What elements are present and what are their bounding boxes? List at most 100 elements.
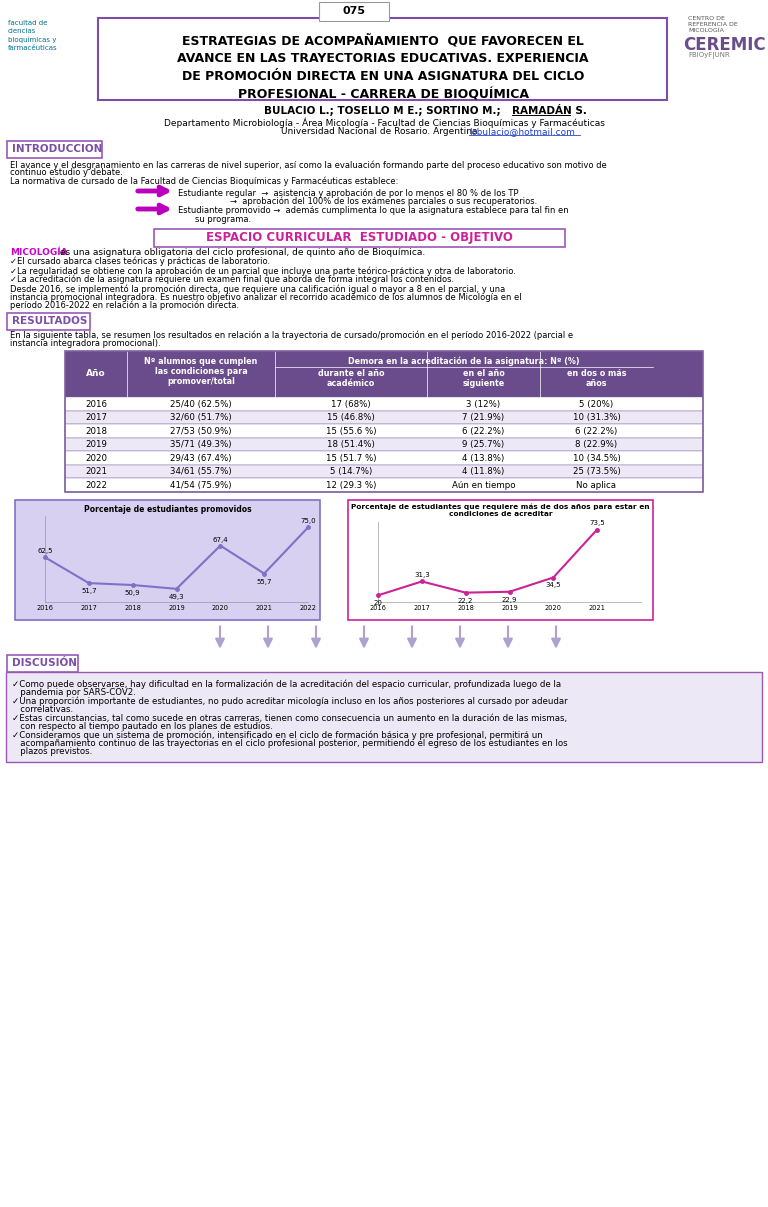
Text: siguiente: siguiente (462, 379, 505, 387)
Text: Año: Año (86, 369, 106, 379)
Text: 73,5: 73,5 (589, 520, 605, 526)
Text: ✓El cursado abarca clases teóricas y prácticas de laboratorio.: ✓El cursado abarca clases teóricas y prá… (10, 257, 270, 267)
Bar (348, 500, 653, 619)
Text: 2021: 2021 (85, 467, 107, 477)
Text: 55,7: 55,7 (257, 578, 272, 584)
Text: Nº alumnos que cumplen: Nº alumnos que cumplen (144, 357, 258, 366)
Text: 2018: 2018 (457, 605, 474, 611)
Text: es una asignatura obligatoria del ciclo profesional, de quinto año de Bioquímica: es una asignatura obligatoria del ciclo … (57, 247, 425, 257)
Text: promover/total: promover/total (167, 377, 235, 386)
Text: 2017: 2017 (413, 605, 430, 611)
Text: 2016: 2016 (37, 605, 54, 611)
Text: 4 (13.8%): 4 (13.8%) (462, 454, 505, 462)
Text: CENTRO DE
REFERENCIA DE
MICOLOGÍA: CENTRO DE REFERENCIA DE MICOLOGÍA (688, 16, 738, 34)
Text: 10 (34.5%): 10 (34.5%) (573, 454, 621, 462)
Text: 22,2: 22,2 (458, 597, 473, 604)
Text: Desde 2016, se implementó la promoción directa, que requiere una calificación ig: Desde 2016, se implementó la promoción d… (10, 284, 505, 293)
FancyBboxPatch shape (6, 655, 78, 672)
Text: 5 (14.7%): 5 (14.7%) (330, 467, 372, 477)
Text: →  aprobación del 100% de los exámenes parciales o sus recuperatorios.: → aprobación del 100% de los exámenes pa… (230, 197, 538, 206)
Text: 2020: 2020 (212, 605, 229, 611)
Text: facultad de
ciencias
bioquímicas y
farmacéuticas: facultad de ciencias bioquímicas y farma… (8, 21, 58, 51)
FancyBboxPatch shape (6, 313, 90, 330)
Text: instancia promocional integradora. Es nuestro objetivo analizar el recorrido aca: instancia promocional integradora. Es nu… (10, 292, 521, 302)
Text: 25/40 (62.5%): 25/40 (62.5%) (170, 400, 232, 409)
Text: años: años (586, 379, 607, 387)
Text: 34/61 (55.7%): 34/61 (55.7%) (170, 467, 232, 477)
Text: Universidad Nacional de Rosario. Argentina.: Universidad Nacional de Rosario. Argenti… (281, 127, 487, 136)
Text: 4 (11.8%): 4 (11.8%) (462, 467, 505, 477)
Text: 12 (29.3 %): 12 (29.3 %) (326, 480, 376, 490)
Text: 62,5: 62,5 (38, 548, 53, 554)
Text: con respecto al tiempo pautado en los planes de estudios.: con respecto al tiempo pautado en los pl… (12, 722, 273, 731)
Text: 2019: 2019 (85, 441, 107, 449)
Text: Porcentaje de estudiantes promovidos: Porcentaje de estudiantes promovidos (84, 505, 251, 513)
Text: 75,0: 75,0 (300, 519, 316, 525)
Text: 8 (22.9%): 8 (22.9%) (575, 441, 617, 449)
Bar (65, 397, 703, 410)
Text: 51,7: 51,7 (81, 588, 97, 594)
Text: 34,5: 34,5 (545, 583, 561, 589)
Text: 22,9: 22,9 (502, 596, 518, 602)
Text: Demora en la acreditación de la asignatura: Nº (%): Demora en la acreditación de la asignatu… (348, 356, 580, 366)
Text: 27/53 (50.9%): 27/53 (50.9%) (170, 427, 232, 436)
Text: 20: 20 (373, 600, 382, 606)
Text: Departamento Microbiología - Área Micología - Facultad de Ciencias Bioquímicas y: Departamento Microbiología - Área Micolo… (164, 118, 604, 128)
Text: La normativa de cursado de la Facultad de Ciencias Bioquímicas y Farmacéuticas e: La normativa de cursado de la Facultad d… (10, 177, 399, 187)
Text: 25 (73.5%): 25 (73.5%) (573, 467, 621, 477)
Text: ESPACIO CURRICULAR  ESTUDIADO - OBJETIVO: ESPACIO CURRICULAR ESTUDIADO - OBJETIVO (206, 231, 512, 244)
Text: correlativas.: correlativas. (12, 705, 73, 715)
Text: 15 (55.6 %): 15 (55.6 %) (326, 427, 376, 436)
Text: ESTRATEGIAS DE ACOMPAÑAMIENTO  QUE FAVORECEN EL: ESTRATEGIAS DE ACOMPAÑAMIENTO QUE FAVORE… (182, 34, 584, 47)
Text: RESULTADOS: RESULTADOS (12, 316, 88, 326)
Text: 2019: 2019 (168, 605, 185, 611)
FancyBboxPatch shape (98, 18, 667, 100)
Bar (65, 410, 703, 424)
Text: su programa.: su programa. (195, 215, 251, 223)
Text: las condiciones para: las condiciones para (154, 367, 247, 377)
Text: 41/54 (75.9%): 41/54 (75.9%) (170, 480, 232, 490)
Text: 2021: 2021 (256, 605, 273, 611)
Text: 50,9: 50,9 (125, 590, 141, 596)
Text: 5 (20%): 5 (20%) (579, 400, 614, 409)
Text: acompañamiento continuo de las trayectorias en el ciclo profesional posterior, p: acompañamiento continuo de las trayector… (12, 739, 568, 748)
Text: 075: 075 (343, 6, 366, 17)
Text: continuo estudio y debate.: continuo estudio y debate. (10, 168, 123, 177)
Text: 17 (68%): 17 (68%) (331, 400, 371, 409)
Bar (65, 351, 703, 397)
Text: INTRODUCCION: INTRODUCCION (12, 144, 102, 154)
Text: 6 (22.2%): 6 (22.2%) (575, 427, 617, 436)
Text: en dos o más: en dos o más (567, 369, 626, 378)
Text: 2022: 2022 (300, 605, 316, 611)
Bar (65, 465, 703, 478)
Text: pandemia por SARS-COV2.: pandemia por SARS-COV2. (12, 688, 136, 696)
Bar (65, 437, 703, 451)
Text: 15 (51.7 %): 15 (51.7 %) (326, 454, 376, 462)
Text: Porcentaje de estudiantes que requiere más de dos años para estar en: Porcentaje de estudiantes que requiere m… (351, 503, 650, 511)
Text: 2017: 2017 (81, 605, 98, 611)
Text: 2019: 2019 (502, 605, 518, 611)
Text: en el año: en el año (462, 369, 505, 378)
Text: lcbulacio@hotmail.com: lcbulacio@hotmail.com (469, 127, 575, 136)
Text: 29/43 (67.4%): 29/43 (67.4%) (170, 454, 232, 462)
Text: 2016: 2016 (369, 605, 386, 611)
Text: 2022: 2022 (85, 480, 107, 490)
Text: ✓Estas circunstancias, tal como sucede en otras carreras, tienen como consecuenc: ✓Estas circunstancias, tal como sucede e… (12, 713, 567, 723)
Text: 2018: 2018 (124, 605, 141, 611)
FancyBboxPatch shape (6, 671, 762, 762)
Text: plazos previstos.: plazos previstos. (12, 747, 92, 757)
Text: RAMADÁN S.: RAMADÁN S. (512, 106, 587, 116)
Text: 35/71 (49.3%): 35/71 (49.3%) (170, 441, 232, 449)
Text: 2018: 2018 (85, 427, 107, 436)
Text: 49,3: 49,3 (169, 594, 184, 600)
Bar (65, 451, 703, 465)
Text: CEREMIC: CEREMIC (683, 36, 766, 54)
Text: MICOLOGÍA: MICOLOGÍA (10, 247, 68, 257)
FancyBboxPatch shape (319, 2, 389, 21)
Text: 2016: 2016 (85, 400, 107, 409)
Text: Aún en tiempo: Aún en tiempo (452, 480, 515, 490)
Text: 2020: 2020 (545, 605, 562, 611)
Text: ✓La acreditación de la asignatura requiere un examen final que aborda de forma i: ✓La acreditación de la asignatura requie… (10, 275, 454, 285)
Text: 67,4: 67,4 (213, 537, 228, 543)
Text: académico: académico (327, 379, 375, 387)
